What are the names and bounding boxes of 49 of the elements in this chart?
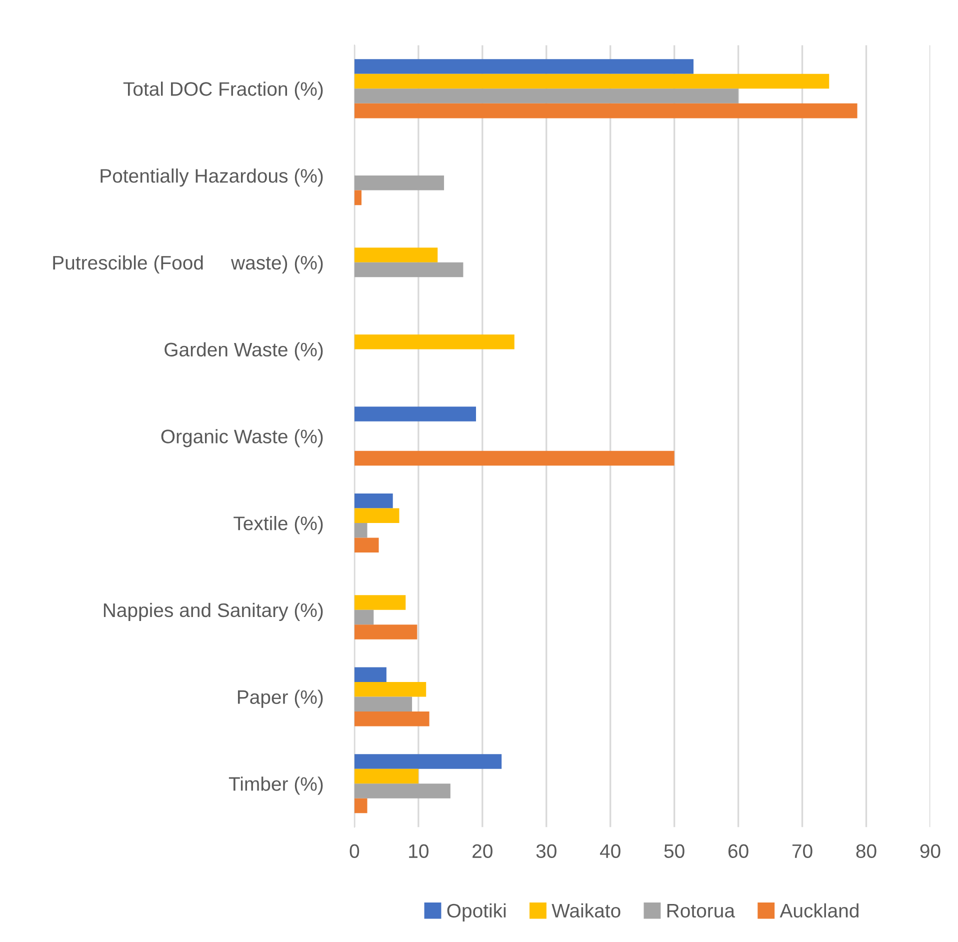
bar [354, 667, 386, 682]
bar [354, 624, 418, 640]
y-tick-label: Putrescible (Food waste) (%) [53, 255, 323, 274]
bar [354, 262, 464, 278]
x-tick-label: 80 [856, 844, 876, 858]
bar [354, 696, 412, 712]
x-tick-label: 10 [409, 844, 428, 858]
x-tick-label: 50 [664, 844, 684, 858]
bar [354, 712, 430, 726]
bar [354, 754, 502, 769]
legend-label: Auckland [780, 903, 858, 918]
bar [354, 493, 393, 508]
y-tick-label: Timber (%) [228, 776, 323, 795]
bar [354, 798, 368, 814]
legend-label: Opotiki [447, 903, 506, 922]
bar [354, 682, 426, 697]
y-tick-label: Textile (%) [234, 516, 323, 534]
y-tick-label: Garden Waste (%) [164, 342, 323, 360]
bar [354, 538, 379, 553]
legend-label: Waikato [552, 903, 620, 918]
y-tick-label: Nappies and Sanitary (%) [104, 602, 323, 621]
x-tick-label: 90 [920, 844, 940, 858]
bar [354, 103, 858, 118]
bar [354, 59, 694, 74]
x-tick-label: 30 [536, 844, 556, 858]
bar [354, 176, 444, 190]
x-tick-label: 70 [792, 844, 812, 858]
bar [354, 610, 374, 625]
legend-label: Rotorua [667, 904, 735, 918]
y-tick-label: Paper (%) [238, 690, 323, 708]
bar [354, 248, 438, 262]
bar [354, 523, 368, 538]
bar [354, 190, 362, 206]
bar [354, 768, 418, 784]
x-tick-label: 60 [728, 844, 748, 858]
bar [354, 508, 400, 524]
y-tick-label: Organic Waste (%) [161, 429, 323, 448]
x-tick-label: 20 [472, 844, 492, 858]
y-tick-label: Potentially Hazardous (%) [100, 168, 323, 187]
y-tick-label: Total DOC Fraction (%) [123, 82, 323, 100]
x-tick-label: 0 [350, 844, 360, 858]
bar [354, 450, 674, 466]
bar [354, 406, 476, 422]
bar [354, 784, 450, 798]
bar [354, 74, 830, 89]
bar [354, 334, 514, 350]
bar [354, 88, 738, 104]
x-tick-label: 40 [600, 844, 620, 858]
bar [354, 595, 406, 610]
